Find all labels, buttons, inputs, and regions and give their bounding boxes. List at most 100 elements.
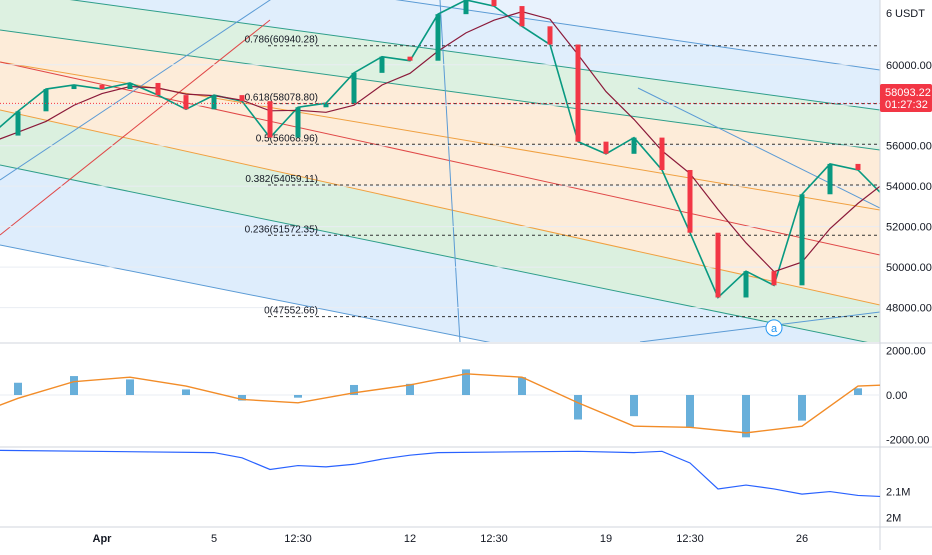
- last-price-value: 58093.22: [885, 87, 931, 99]
- candle: [99, 84, 105, 90]
- price-tick-label: 48000.00: [886, 303, 932, 315]
- pitchfork-line: [0, 244, 491, 342]
- time-tick-label: 12:30: [284, 533, 312, 545]
- indicator-axis[interactable]: 2.1M 2M: [886, 487, 910, 525]
- candle: [547, 26, 553, 45]
- candle: [351, 72, 357, 104]
- macd-histogram-bar: [742, 395, 750, 438]
- price-tick-label: 50000.00: [886, 262, 932, 274]
- candle: [799, 194, 805, 286]
- indicator-panel: [0, 449, 880, 498]
- macd-tick-label: 0.00: [886, 390, 907, 402]
- candle: [15, 111, 21, 136]
- wave-label-circle: [765, 319, 783, 337]
- time-tick-label: 12:30: [676, 533, 704, 545]
- candle: [43, 89, 49, 112]
- fib-level-label: 0.618(58078.80): [245, 93, 318, 104]
- pitchfork-zone-green-lower: [0, 110, 880, 342]
- wave-label-text: a: [771, 323, 778, 335]
- pitchfork-line: [0, 29, 880, 151]
- candle: [379, 56, 385, 73]
- candle: [827, 163, 833, 195]
- candle: [127, 82, 133, 90]
- macd-tick-label: 2000.00: [886, 345, 926, 357]
- macd-histogram-bar: [854, 388, 862, 395]
- pitchfork-handle: [439, 0, 461, 342]
- macd-panel: [0, 369, 918, 438]
- fib-level-label: 0.5(56068.96): [256, 133, 318, 144]
- time-tick-label: Apr: [93, 533, 113, 545]
- macd-axis[interactable]: 2000.00 0.00 -2000.00: [886, 345, 929, 446]
- last-price-tag-bg: [880, 84, 932, 112]
- pitchfork-zone-orange-lower: [0, 62, 880, 305]
- candle: [491, 0, 497, 7]
- price-tick-label: 52000.00: [886, 222, 932, 234]
- candle: [743, 271, 749, 298]
- candle: [295, 107, 301, 138]
- macd-histogram-bar: [14, 382, 22, 395]
- candle: [155, 82, 161, 96]
- candle: [715, 232, 721, 298]
- candle: [435, 14, 441, 61]
- candle: [267, 101, 273, 138]
- fib-retracement: 0.786(60940.28) 0.618(58078.80) 0.5(56068.…: [245, 35, 880, 318]
- candle: [407, 56, 413, 61]
- indicator-tick-label: 2M: [886, 513, 901, 525]
- pitchfork-zone-green-top: [0, 0, 880, 150]
- pitchfork-median-line: [0, 61, 880, 256]
- macd-histogram-bar: [182, 389, 190, 395]
- time-axis[interactable]: Apr 5 12:30 12 12:30 19 12:30 26: [93, 533, 809, 545]
- candle: [519, 6, 525, 27]
- moving-average-line: [0, 11, 880, 273]
- macd-histogram-bar: [686, 395, 694, 428]
- price-series: [0, 0, 880, 299]
- candle: [71, 84, 77, 90]
- macd-histogram-bar: [798, 395, 806, 421]
- candle: [323, 103, 329, 108]
- macd-histogram-bar: [238, 395, 246, 401]
- pitchfork-line: [0, 109, 880, 306]
- last-price-tag: 58093.22 01:27:32: [880, 84, 932, 112]
- pitchfork-handle: [637, 87, 880, 209]
- time-tick-label: 19: [600, 533, 612, 545]
- price-axis[interactable]: 48000.00 50000.00 52000.00 54000.00 56000.00…: [886, 60, 932, 315]
- macd-histogram-bar: [406, 383, 414, 395]
- macd-histogram-bar: [518, 377, 526, 395]
- pitchfork-zones: [0, 0, 880, 342]
- macd-histogram-bar: [350, 384, 358, 395]
- time-tick-label: 5: [211, 533, 217, 545]
- currency-prefix: 6: [886, 8, 892, 20]
- candle: [687, 169, 693, 233]
- price-tick-label: 54000.00: [886, 181, 932, 193]
- candle: [211, 95, 217, 110]
- price-tick-label: 56000.00: [886, 141, 932, 153]
- candle: [239, 95, 245, 102]
- pitchfork-line: [0, 164, 868, 342]
- macd-histogram-bar: [462, 369, 470, 395]
- macd-histogram-bar: [70, 376, 78, 395]
- candle: [631, 137, 637, 154]
- macd-tick-label: -2000.00: [886, 435, 929, 447]
- pitchfork-line: [0, 61, 880, 211]
- fib-level-label: 0.786(60940.28): [245, 35, 318, 46]
- last-price-countdown: 01:27:32: [885, 99, 928, 111]
- price-tick-label: 60000.00: [886, 60, 932, 72]
- candle: [603, 141, 609, 154]
- candle: [855, 163, 861, 170]
- macd-histogram-bar: [294, 395, 302, 398]
- pitchfork-handle: [0, 19, 271, 236]
- fib-level-label: 0.382(54059.11): [245, 174, 318, 185]
- currency-label[interactable]: USDT: [895, 8, 925, 20]
- candle: [463, 0, 469, 15]
- indicator-tick-label: 2.1M: [886, 487, 910, 499]
- price-grid: [0, 64, 880, 309]
- time-tick-label: 12:30: [480, 533, 508, 545]
- macd-signal-line: [0, 373, 880, 434]
- macd-histogram-bar: [910, 384, 918, 395]
- pitchfork-handle: [0, 0, 271, 181]
- macd-histogram-bar: [574, 395, 582, 420]
- time-tick-label: 26: [796, 533, 808, 545]
- fib-level-label: 0(47552.66): [264, 306, 318, 317]
